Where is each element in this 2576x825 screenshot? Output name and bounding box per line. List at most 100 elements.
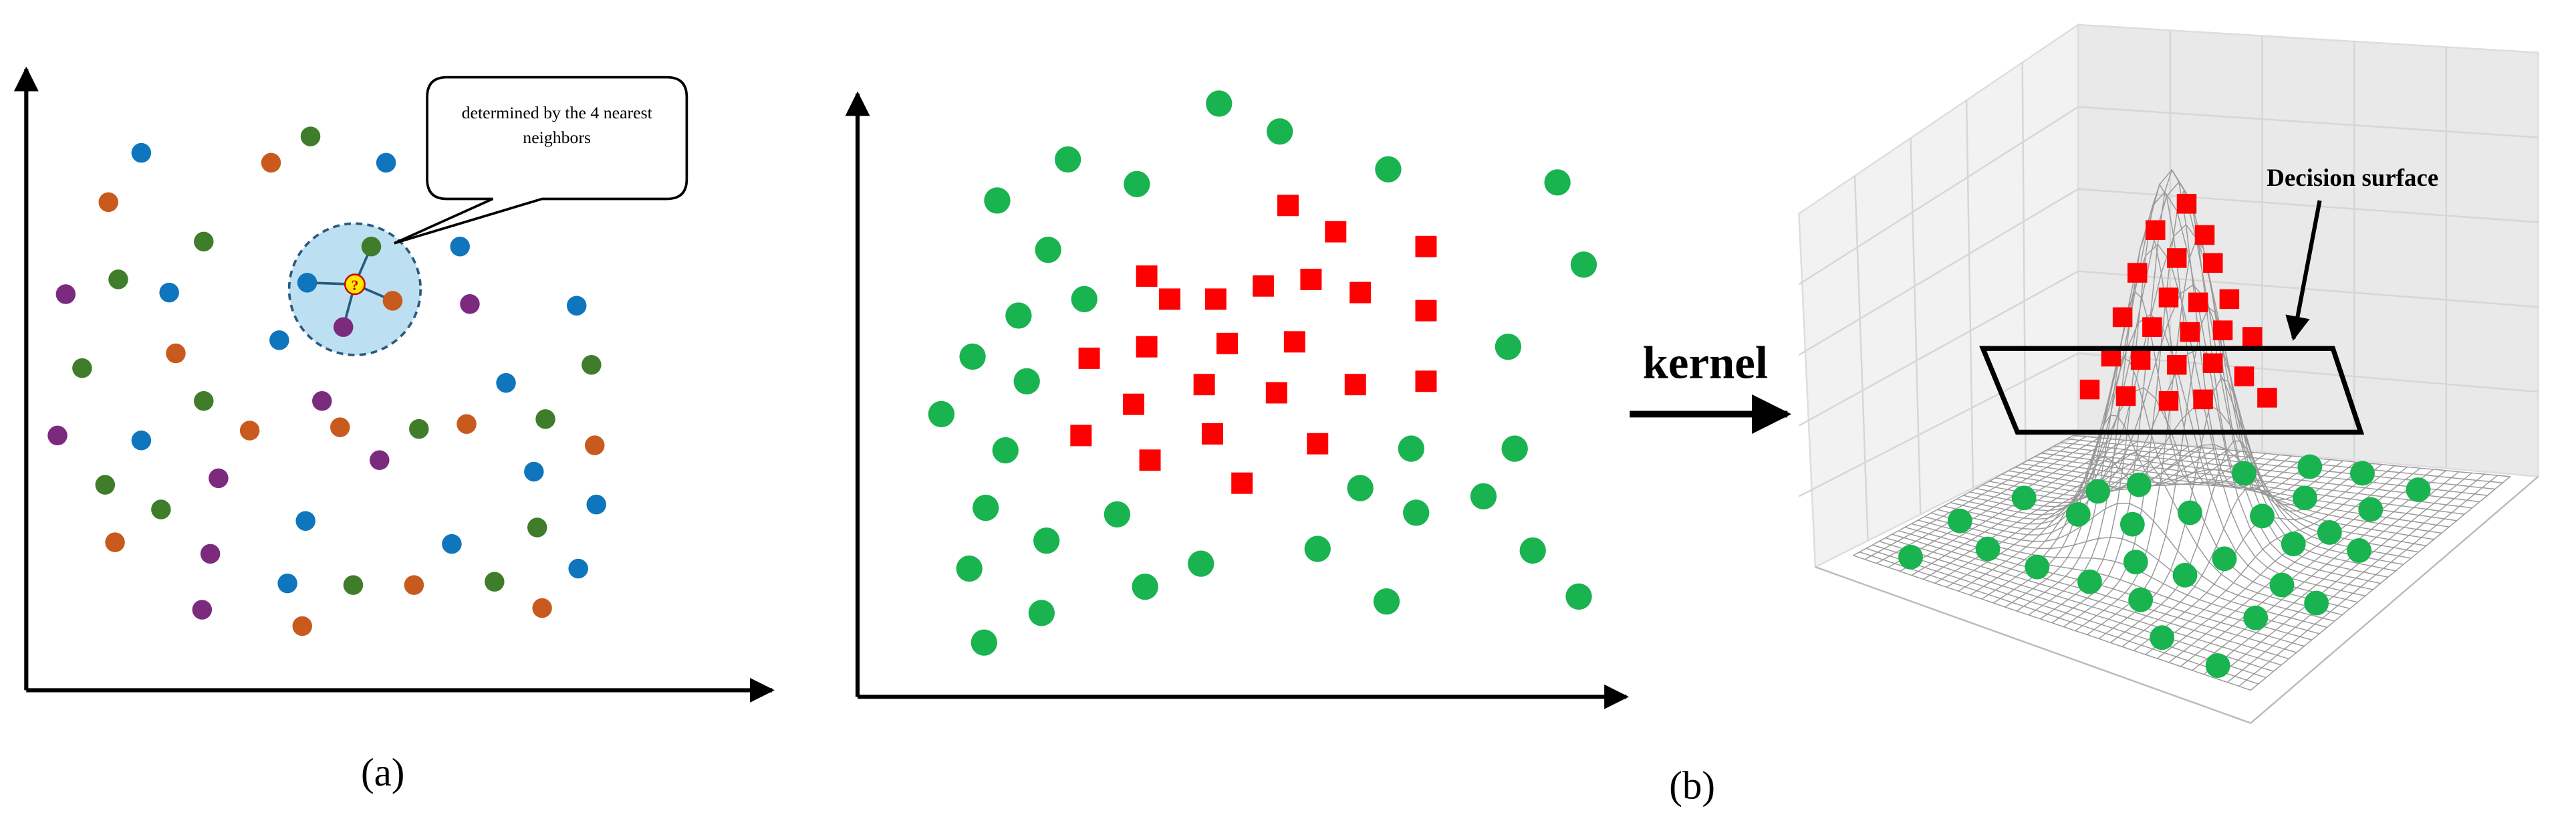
red-point [2166,248,2187,268]
points-a [47,126,606,636]
callout-text: determined by the 4 nearest neighbors [461,105,652,148]
red-point [2158,287,2179,308]
query-marker: ? [351,277,358,293]
red-point [2180,322,2200,342]
red-point [2112,307,2133,328]
mesh-line [1969,181,2388,578]
mesh-line [2002,444,2427,547]
red-point [1159,288,1181,310]
green-point [2317,519,2342,545]
red-point [2257,388,2277,408]
green-point [2025,554,2050,580]
point [261,152,281,173]
red-point [1216,332,1239,354]
point [192,600,213,620]
green-point [1304,536,1331,562]
green-point [2126,472,2152,497]
pane-grid [1798,352,2079,497]
green-point [1570,251,1597,278]
surface-label: Decision surface [2267,164,2438,191]
point [409,419,429,439]
point [269,330,289,350]
green-point [1975,536,2001,562]
point [194,231,214,252]
axis-edge [1815,566,2251,724]
point [72,358,92,378]
point [312,391,332,411]
mesh-line [2067,438,2503,483]
caption-a: (a) [361,750,404,794]
point [582,354,602,375]
kernel-label: kernel [1643,337,1768,388]
green-point [2212,546,2237,572]
green-point [2011,485,2037,511]
neighborhood: ? [287,222,422,356]
point [166,343,186,364]
mesh-line [2027,459,2457,521]
point [496,373,516,393]
red-point [1307,433,1329,455]
point [105,532,125,552]
green-point [1005,302,1032,329]
green-point [2297,454,2323,479]
red-point [1300,268,1322,290]
mesh-line [2250,476,2511,691]
point [292,616,313,636]
callout: determined by the 4 nearest neighbors [394,76,688,245]
green-point [2358,497,2384,522]
mesh-line [1982,284,2404,566]
back-pane [1798,23,2079,568]
green-point [2269,572,2295,598]
pane-grid [1798,106,2079,285]
point [159,282,179,303]
point [585,435,605,455]
red-point [1415,235,1437,257]
mesh-line [2145,465,2396,655]
point [535,409,555,429]
point [527,517,547,538]
red-point [2127,263,2148,283]
green-point [2304,590,2329,616]
red-point [2193,389,2213,410]
point [151,499,171,519]
green-point [2172,562,2198,588]
red-point [2130,350,2151,370]
red-point [1415,370,1437,392]
point [586,494,606,515]
point [442,534,462,554]
red-point [1253,275,1275,297]
mesh-line [2073,435,2510,477]
green-point [2205,653,2230,678]
green-point [984,187,1011,214]
pane-grid [2078,188,2539,223]
pane-grid [1798,188,2079,356]
green-point [1398,435,1425,462]
red-point [2166,354,2187,375]
green-point [2128,587,2154,612]
red-point [1415,300,1437,322]
decision-plane [1979,346,2365,435]
point [95,475,116,495]
green-point [1947,508,1972,534]
green-point [2119,511,2145,537]
mesh-line [2215,472,2472,679]
green-point [2177,500,2202,525]
green-point [2065,501,2091,527]
green-point [2250,503,2275,529]
point [457,414,477,434]
red-point [2194,225,2215,245]
caption-b: (b) [1669,763,1715,808]
pane-grid [1965,100,1974,489]
point [200,544,221,564]
point [524,461,544,482]
green-point [1124,170,1150,198]
red-point [2158,391,2179,411]
green-point [1347,475,1374,501]
point [194,391,214,411]
point [566,296,587,316]
green-point [1028,600,1055,626]
red-point [1265,382,1287,404]
green-point [1519,537,1546,564]
point [485,572,505,592]
red-point [1204,288,1227,310]
